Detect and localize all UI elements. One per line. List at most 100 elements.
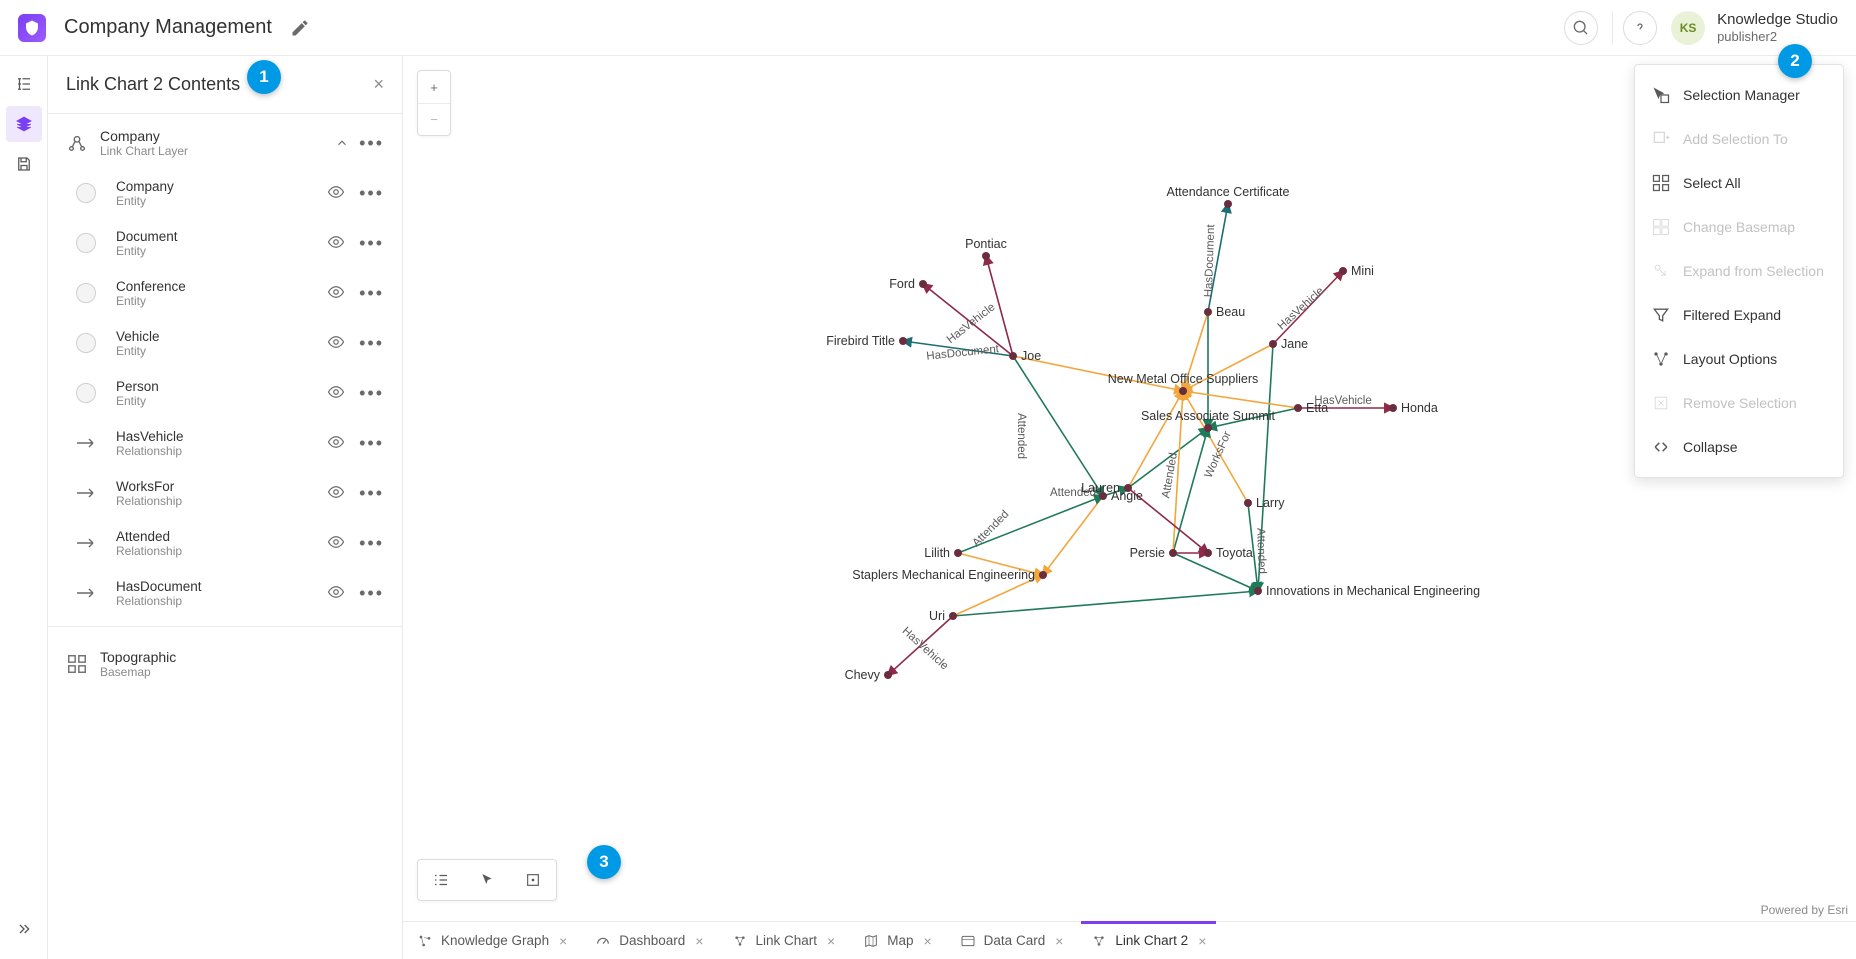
graph-node[interactable] — [1244, 499, 1252, 507]
layer-item-more-button[interactable]: ••• — [359, 433, 384, 454]
rail-save-button[interactable] — [6, 146, 42, 182]
graph-node[interactable] — [1169, 549, 1177, 557]
tab-label: Knowledge Graph — [441, 933, 549, 948]
tab-close-button[interactable]: × — [1055, 933, 1063, 949]
graph-node[interactable] — [1179, 387, 1187, 395]
app-logo-icon — [23, 19, 41, 37]
rail-tree-button[interactable] — [6, 66, 42, 102]
layer-item-more-button[interactable]: ••• — [359, 333, 384, 354]
graph-node[interactable] — [1204, 424, 1212, 432]
global-search-button[interactable] — [1564, 11, 1598, 45]
edit-title-icon[interactable] — [290, 18, 310, 38]
layer-item-more-button[interactable]: ••• — [359, 533, 384, 554]
layer-item-more-button[interactable]: ••• — [359, 233, 384, 254]
tab[interactable]: Knowledge Graph × — [403, 922, 581, 959]
graph-node[interactable] — [1224, 200, 1232, 208]
visibility-toggle[interactable] — [327, 483, 345, 504]
layer-item[interactable]: AttendedRelationship••• — [48, 518, 402, 568]
visibility-toggle[interactable] — [327, 433, 345, 454]
rail-expand-button[interactable] — [6, 911, 42, 947]
visibility-toggle[interactable] — [327, 333, 345, 354]
tab-label: Data Card — [984, 933, 1046, 948]
visibility-toggle[interactable] — [327, 183, 345, 204]
tab-close-button[interactable]: × — [923, 933, 931, 949]
layer-item[interactable]: HasDocumentRelationship••• — [48, 568, 402, 618]
save-icon — [15, 155, 33, 173]
tab-close-button[interactable]: × — [695, 933, 703, 949]
graph-node[interactable] — [1254, 587, 1262, 595]
graph-node[interactable] — [1389, 404, 1397, 412]
graph-node[interactable] — [919, 280, 927, 288]
tab[interactable]: Link Chart 2× — [1077, 922, 1220, 959]
layer-item-more-button[interactable]: ••• — [359, 383, 384, 404]
selection-menu-item[interactable]: Selection Manager — [1635, 73, 1843, 117]
layer-item[interactable]: ConferenceEntity••• — [48, 268, 402, 318]
selection-menu-item: Expand from Selection — [1635, 249, 1843, 293]
graph-node[interactable] — [884, 671, 892, 679]
layer-item[interactable]: VehicleEntity••• — [48, 318, 402, 368]
card-icon — [960, 933, 976, 949]
graph-node[interactable] — [899, 337, 907, 345]
graph-node[interactable] — [1204, 549, 1212, 557]
tab[interactable]: Map× — [849, 922, 945, 959]
layer-item[interactable]: DocumentEntity••• — [48, 218, 402, 268]
entity-swatch — [76, 233, 96, 253]
selection-menu-item[interactable]: Filtered Expand — [1635, 293, 1843, 337]
graph-node[interactable] — [1269, 340, 1277, 348]
visibility-icon — [327, 433, 345, 451]
left-rail — [0, 56, 48, 959]
selection-menu-item[interactable]: Layout Options — [1635, 337, 1843, 381]
visibility-toggle[interactable] — [327, 283, 345, 304]
graph-edge[interactable] — [1183, 391, 1298, 408]
tab[interactable]: Data Card × — [946, 922, 1078, 959]
help-button[interactable] — [1623, 11, 1657, 45]
selection-menu-label: Remove Selection — [1683, 395, 1797, 411]
layer-item-more-button[interactable]: ••• — [359, 583, 384, 604]
layer-item[interactable]: WorksForRelationship••• — [48, 468, 402, 518]
layer-item[interactable]: CompanyEntity••• — [48, 168, 402, 218]
legend-toggle-button[interactable] — [418, 860, 464, 900]
tab-close-button[interactable]: × — [1198, 933, 1206, 949]
visibility-toggle[interactable] — [327, 583, 345, 604]
node-label: Angie — [1111, 489, 1143, 503]
graph-node[interactable] — [982, 252, 990, 260]
selection-menu-label: Selection Manager — [1683, 87, 1800, 103]
gauge-icon — [595, 933, 611, 949]
graph-node[interactable] — [1039, 571, 1047, 579]
graph-node[interactable] — [1339, 267, 1347, 275]
rail-layers-button[interactable] — [6, 106, 42, 142]
selection-menu-item[interactable]: Collapse — [1635, 425, 1843, 469]
layer-item[interactable]: HasVehicleRelationship••• — [48, 418, 402, 468]
contents-close-button[interactable]: × — [373, 74, 384, 95]
selection-menu-item[interactable]: Select All — [1635, 161, 1843, 205]
graph-node[interactable] — [1009, 352, 1017, 360]
node-label: Staplers Mechanical Engineering — [852, 568, 1035, 582]
tab[interactable]: Link Chart× — [718, 922, 850, 959]
layer-item-more-button[interactable]: ••• — [359, 283, 384, 304]
layer-item-more-button[interactable]: ••• — [359, 483, 384, 504]
tab[interactable]: Dashboard× — [581, 922, 717, 959]
layer-item-more-button[interactable]: ••• — [359, 183, 384, 204]
graph-node[interactable] — [949, 612, 957, 620]
extent-tool-button[interactable] — [510, 860, 556, 900]
user-avatar[interactable]: KS — [1671, 11, 1705, 45]
layer-header[interactable]: Company Link Chart Layer ••• — [48, 114, 402, 168]
graph-edge[interactable] — [1173, 428, 1208, 553]
collapse-chevron-icon[interactable] — [335, 136, 349, 150]
select-tool-button[interactable] — [464, 860, 510, 900]
search-icon — [1573, 20, 1589, 36]
visibility-toggle[interactable] — [327, 233, 345, 254]
layer-item[interactable]: PersonEntity••• — [48, 368, 402, 418]
tab-close-button[interactable]: × — [827, 933, 835, 949]
graph-node[interactable] — [1099, 492, 1107, 500]
filter-icon — [1651, 305, 1671, 325]
layer-more-button[interactable]: ••• — [359, 133, 384, 154]
visibility-toggle[interactable] — [327, 533, 345, 554]
tab-close-button[interactable]: × — [559, 933, 567, 949]
graph-node[interactable] — [954, 549, 962, 557]
visibility-toggle[interactable] — [327, 383, 345, 404]
relationship-swatch — [76, 438, 98, 448]
graph-node[interactable] — [1294, 404, 1302, 412]
graph-node[interactable] — [1204, 308, 1212, 316]
basemap-row[interactable]: Topographic Basemap — [48, 635, 402, 693]
